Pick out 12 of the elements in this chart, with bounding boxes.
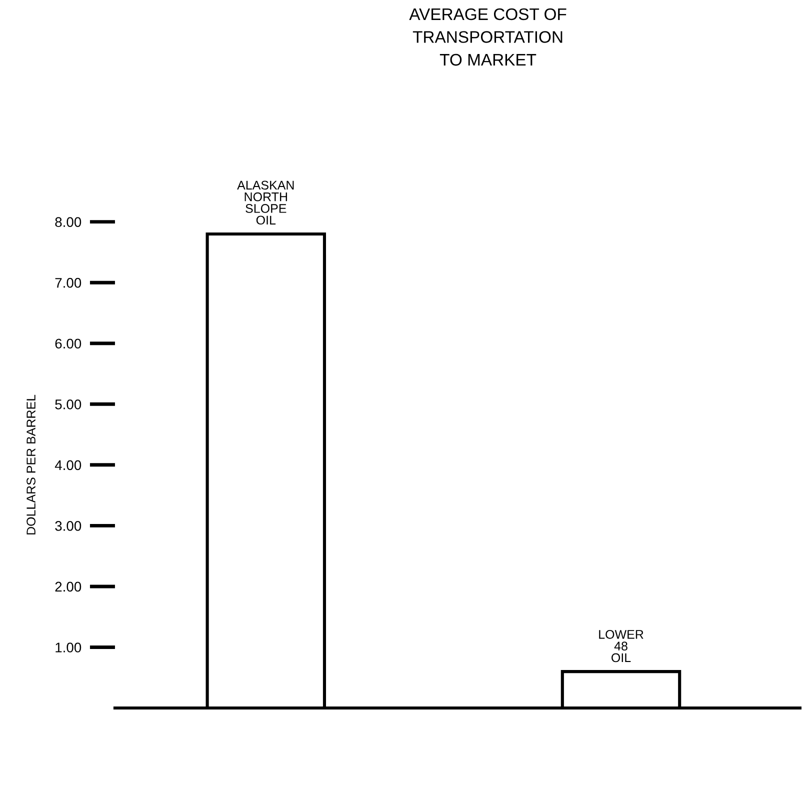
x-tick-label: ALASKAN NORTH SLOPE OIL xyxy=(237,180,294,225)
chart-title: AVERAGE COST OF TRANSPORTATION TO MARKET xyxy=(409,8,566,66)
y-tick-label: 7.00 xyxy=(55,278,82,288)
y-tick-label: 3.00 xyxy=(55,521,82,531)
y-tick-label: 2.00 xyxy=(55,582,82,592)
y-tick-label: 8.00 xyxy=(55,217,82,227)
y-tick-label: 5.00 xyxy=(55,399,82,410)
y-axis-title: DOLLARS PER BARREL xyxy=(26,394,36,534)
x-tick-label: LOWER 48 OIL xyxy=(599,630,644,662)
y-tick-label: 4.00 xyxy=(54,460,82,470)
y-tick-label: 1.00 xyxy=(56,642,82,652)
y-tick-label: 6.00 xyxy=(55,338,82,349)
